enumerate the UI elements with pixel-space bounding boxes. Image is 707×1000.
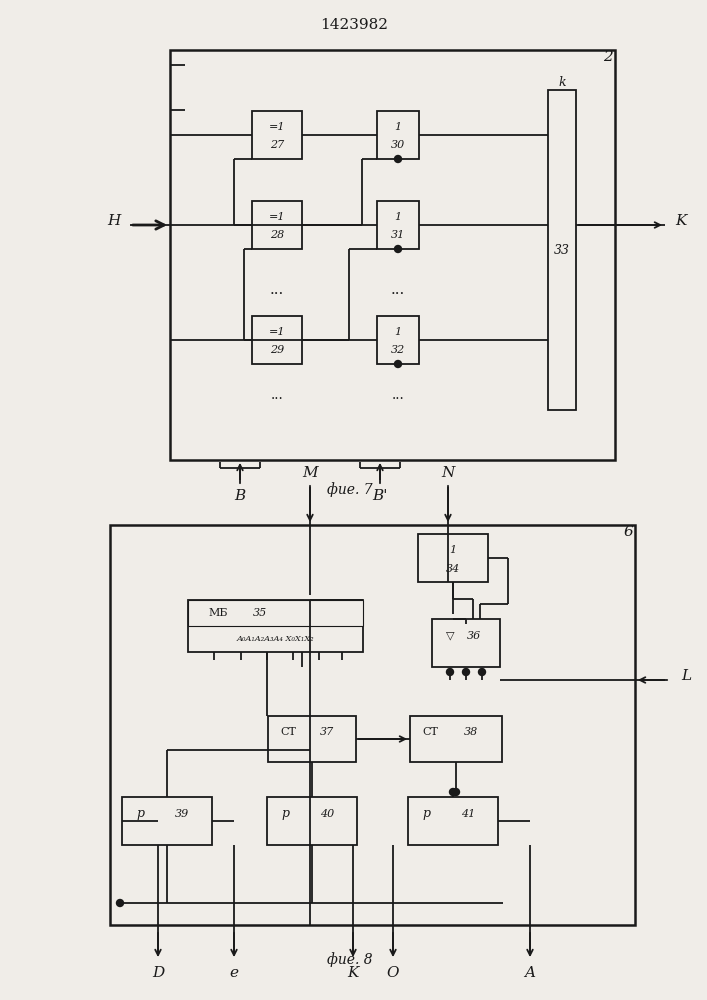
Text: МБ: МБ <box>209 608 228 618</box>
Text: 2: 2 <box>603 50 613 64</box>
Text: 30: 30 <box>391 140 405 150</box>
Text: 1: 1 <box>395 122 402 132</box>
Text: M: M <box>302 466 318 480</box>
Bar <box>410 716 502 762</box>
Bar <box>548 90 576 410</box>
Text: A: A <box>525 966 535 980</box>
Text: р: р <box>281 807 289 820</box>
Bar <box>268 716 356 762</box>
Text: L: L <box>681 669 691 683</box>
Text: СТ: СТ <box>422 727 438 737</box>
Text: ...: ... <box>391 283 405 297</box>
Bar <box>252 111 302 159</box>
Bar <box>377 201 419 249</box>
Text: 35: 35 <box>253 608 267 618</box>
Text: e: e <box>230 966 238 980</box>
Text: ...: ... <box>392 388 404 402</box>
Bar <box>432 619 500 667</box>
Text: A₀A₁A₂A₃A₄ X₀X₁X₂: A₀A₁A₂A₃A₄ X₀X₁X₂ <box>237 635 315 643</box>
Bar <box>252 201 302 249</box>
Bar <box>252 316 302 364</box>
Text: K: K <box>675 214 686 228</box>
Text: ▽: ▽ <box>445 631 455 641</box>
Text: 1423982: 1423982 <box>320 18 388 32</box>
Text: =1: =1 <box>269 212 285 222</box>
Text: =1: =1 <box>269 122 285 132</box>
Bar <box>408 797 498 845</box>
Text: 29: 29 <box>270 345 284 355</box>
Bar <box>418 534 488 582</box>
Text: 38: 38 <box>464 727 478 737</box>
Text: B': B' <box>373 489 387 503</box>
Circle shape <box>395 360 402 367</box>
Text: 41: 41 <box>461 809 475 819</box>
Text: N: N <box>441 466 455 480</box>
Circle shape <box>452 788 460 796</box>
Bar <box>170 50 615 460</box>
Text: =1: =1 <box>269 327 285 337</box>
Text: K: K <box>347 966 358 980</box>
Text: 1: 1 <box>395 327 402 337</box>
Text: фие. 7: фие. 7 <box>327 483 373 497</box>
Bar <box>188 600 363 626</box>
Text: 28: 28 <box>270 230 284 240</box>
Text: ...: ... <box>271 388 284 402</box>
Text: O: O <box>387 966 399 980</box>
Text: 32: 32 <box>391 345 405 355</box>
Circle shape <box>462 668 469 676</box>
Bar <box>110 525 635 925</box>
Text: 1: 1 <box>395 212 402 222</box>
Bar <box>122 797 212 845</box>
Text: 27: 27 <box>270 140 284 150</box>
Text: р: р <box>136 807 144 820</box>
Text: ...: ... <box>270 283 284 297</box>
Text: фие. 8: фие. 8 <box>327 953 373 967</box>
Text: D: D <box>152 966 164 980</box>
Bar <box>267 797 357 845</box>
Text: 1: 1 <box>450 545 457 555</box>
Text: 40: 40 <box>320 809 334 819</box>
Text: 34: 34 <box>446 564 460 574</box>
Text: H: H <box>107 214 120 228</box>
Text: 6: 6 <box>623 525 633 539</box>
Text: р: р <box>422 807 430 820</box>
Text: B: B <box>235 489 245 503</box>
Circle shape <box>117 900 124 906</box>
Text: 36: 36 <box>467 631 481 641</box>
Text: 31: 31 <box>391 230 405 240</box>
Bar <box>188 600 363 652</box>
Circle shape <box>395 155 402 162</box>
Circle shape <box>479 668 486 676</box>
Text: 37: 37 <box>320 727 334 737</box>
Bar <box>377 111 419 159</box>
Text: 33: 33 <box>554 243 570 256</box>
Circle shape <box>447 668 453 676</box>
Bar <box>377 316 419 364</box>
Text: СТ: СТ <box>280 727 296 737</box>
Circle shape <box>450 788 457 796</box>
Text: 39: 39 <box>175 809 189 819</box>
Text: k: k <box>559 76 566 89</box>
Circle shape <box>395 245 402 252</box>
